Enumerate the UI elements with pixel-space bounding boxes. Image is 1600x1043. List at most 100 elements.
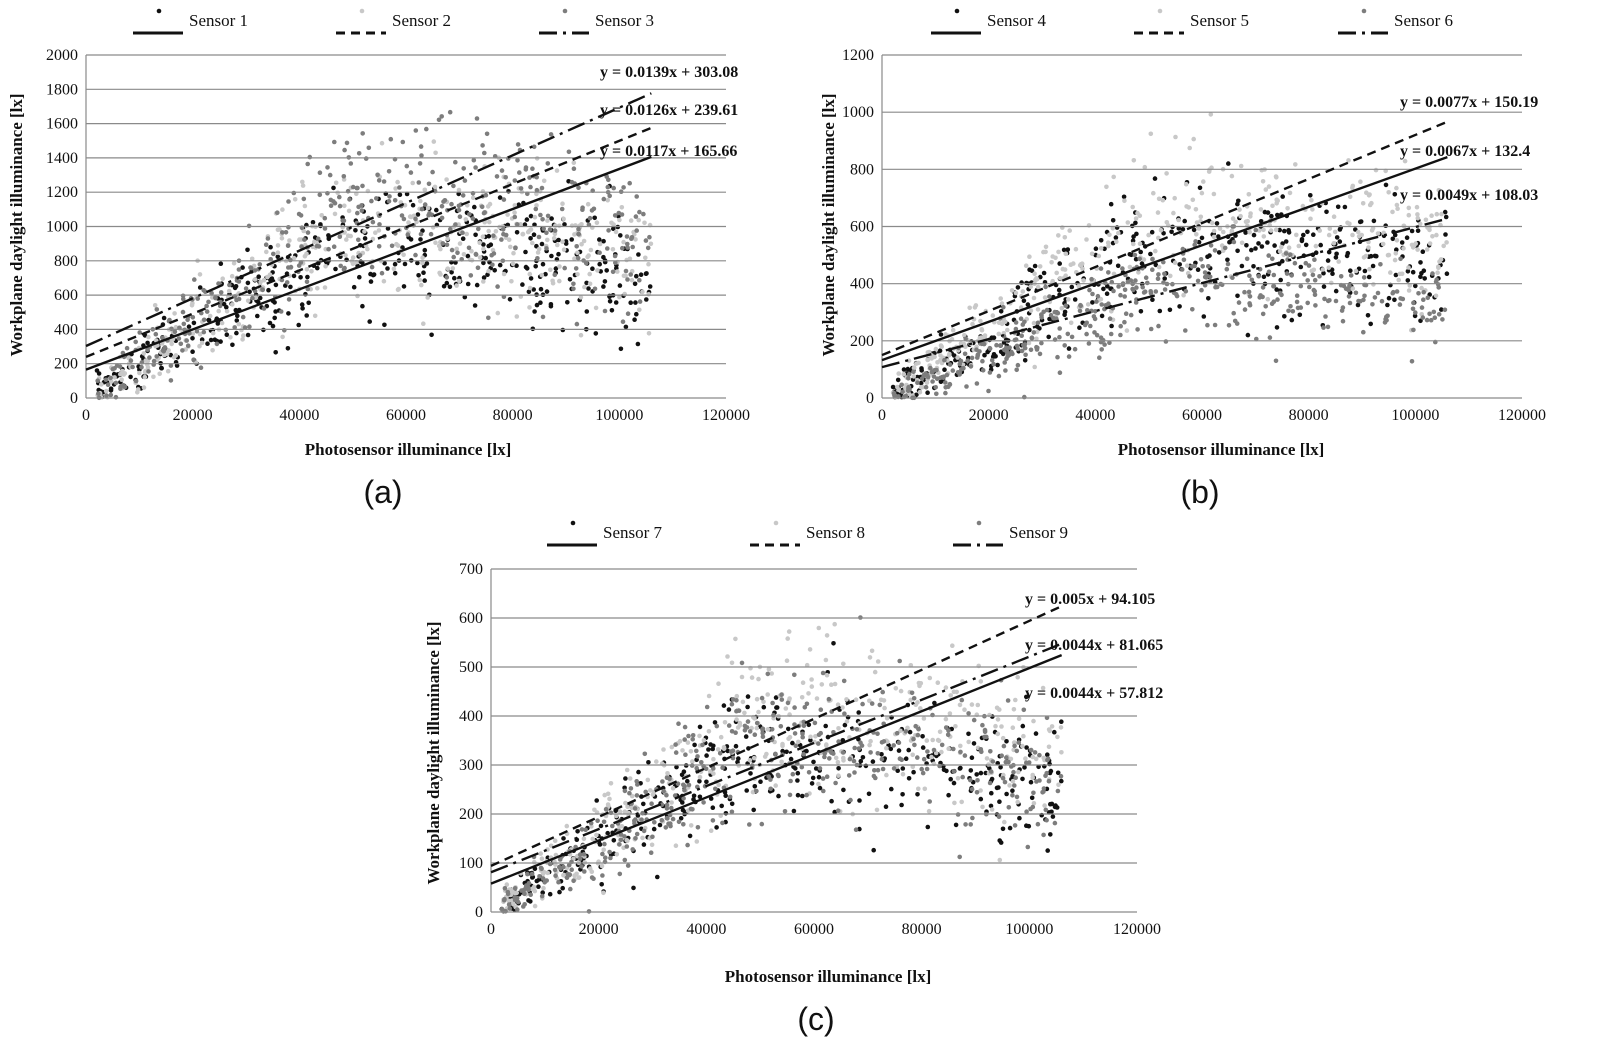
scatter-point	[613, 229, 619, 235]
scatter-point	[968, 822, 973, 827]
scatter-point	[623, 273, 628, 279]
y-tick-label: 200	[54, 356, 78, 373]
scatter-point	[1294, 232, 1299, 238]
scatter-point	[779, 692, 784, 697]
scatter-point	[387, 194, 392, 199]
scatter-point	[1320, 267, 1326, 272]
scatter-point	[350, 261, 356, 267]
scatter-point	[871, 847, 876, 853]
scatter-point	[474, 282, 480, 288]
scatter-point	[623, 776, 628, 781]
scatter-point	[286, 225, 291, 230]
scatter-point	[571, 160, 577, 165]
scatter-point	[631, 885, 636, 891]
scatter-point	[365, 246, 370, 252]
legend-marker	[976, 520, 982, 526]
scatter-point	[829, 682, 834, 687]
scatter-point	[1000, 351, 1006, 357]
scatter-point	[1133, 220, 1138, 226]
scatter-point	[1106, 270, 1111, 275]
scatter-point	[880, 766, 886, 772]
scatter-point	[994, 785, 1000, 791]
scatter-point	[614, 852, 620, 857]
scatter-point	[925, 824, 931, 830]
scatter-point	[1162, 287, 1168, 292]
scatter-point	[424, 261, 430, 266]
scatter-point	[1004, 739, 1009, 744]
scatter-point	[605, 184, 611, 190]
scatter-point	[1044, 817, 1049, 823]
scatter-point	[848, 797, 853, 803]
scatter-point	[333, 266, 338, 272]
scatter-point	[1285, 206, 1290, 211]
scatter-point	[531, 144, 537, 150]
scatter-point	[410, 202, 416, 208]
scatter-point	[1311, 267, 1317, 273]
scatter-point	[512, 210, 517, 215]
scatter-point	[924, 766, 930, 772]
scatter-point	[622, 809, 628, 814]
scatter-point	[252, 268, 258, 273]
scatter-point	[785, 636, 790, 641]
scatter-point	[369, 198, 374, 204]
scatter-point	[611, 185, 616, 191]
scatter-point	[883, 804, 889, 809]
scatter-point	[998, 296, 1003, 301]
scatter-point	[840, 705, 845, 710]
scatter-point	[168, 363, 174, 368]
scatter-point	[1396, 277, 1401, 283]
scatter-point	[926, 808, 932, 814]
scatter-point	[948, 776, 953, 782]
scatter-point	[717, 751, 723, 756]
scatter-point	[975, 352, 981, 357]
scatter-point	[297, 237, 302, 242]
scatter-point	[669, 744, 675, 750]
scatter-point	[1324, 209, 1329, 215]
scatter-point	[1368, 253, 1374, 259]
trend-equation: y = 0.0049x + 108.03	[1400, 187, 1538, 204]
scatter-point	[213, 295, 218, 301]
scatter-point	[601, 196, 607, 202]
scatter-point	[1097, 355, 1102, 361]
scatter-point	[185, 317, 190, 323]
scatter-point	[210, 330, 216, 336]
scatter-point	[1294, 293, 1300, 299]
scatter-point	[195, 296, 200, 301]
scatter-point	[1067, 228, 1072, 233]
scatter-point	[917, 389, 923, 395]
scatter-point	[1267, 335, 1273, 340]
scatter-point	[1134, 285, 1139, 290]
scatter-point	[392, 270, 398, 276]
scatter-point	[1055, 770, 1061, 776]
scatter-point	[512, 214, 518, 220]
scatter-point	[678, 816, 684, 821]
scatter-point	[601, 238, 606, 244]
scatter-point	[754, 725, 760, 731]
scatter-point	[545, 213, 551, 219]
scatter-point	[1313, 303, 1318, 308]
scatter-point	[1347, 221, 1352, 227]
scatter-point	[1062, 267, 1068, 272]
scatter-point	[706, 729, 712, 734]
legend-marker	[954, 8, 960, 14]
scatter-point	[1311, 232, 1316, 237]
scatter-point	[867, 655, 873, 660]
scatter-point	[800, 731, 805, 737]
scatter-point	[536, 246, 542, 252]
scatter-point	[791, 808, 797, 814]
scatter-point	[523, 249, 528, 255]
scatter-point	[869, 648, 875, 654]
scatter-point	[545, 855, 551, 860]
scatter-point	[971, 717, 977, 723]
scatter-point	[305, 274, 310, 280]
scatter-point	[584, 309, 590, 314]
scatter-point	[770, 700, 775, 706]
scatter-point	[716, 681, 721, 686]
scatter-point	[795, 770, 801, 776]
legend-marker	[156, 8, 162, 14]
scatter-point	[392, 261, 398, 267]
scatter-point	[950, 327, 956, 333]
scatter-point	[1057, 370, 1063, 376]
scatter-point	[769, 727, 775, 732]
scatter-point	[969, 786, 975, 792]
